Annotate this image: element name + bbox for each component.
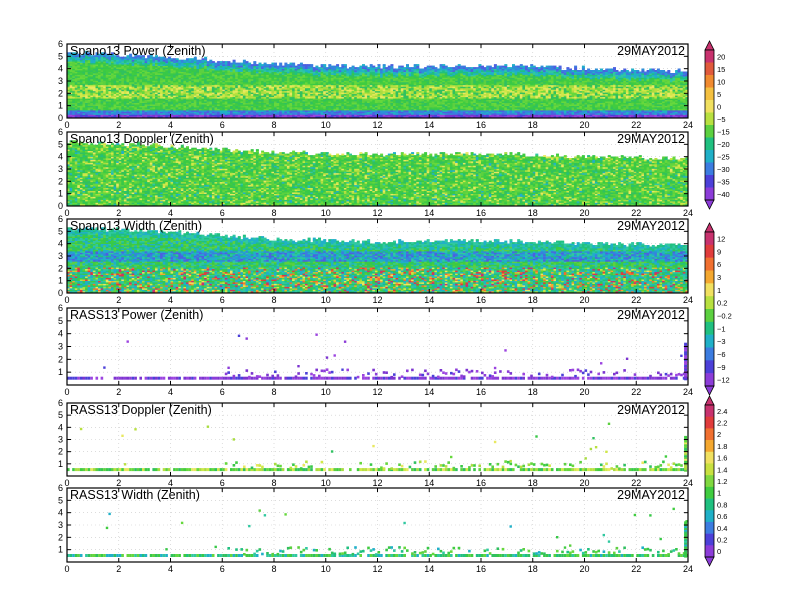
heatmap-cell [202, 58, 205, 60]
heatmap-cell [253, 61, 256, 63]
heatmap-cell [292, 63, 295, 65]
heatmap-cell [354, 67, 357, 69]
heatmap-cell [305, 64, 308, 66]
heatmap-cell [362, 64, 365, 66]
heatmap-cell [277, 66, 280, 68]
heatmap-cell [393, 69, 396, 71]
heatmap-cell [290, 63, 293, 65]
heatmap-cell [287, 64, 290, 66]
heatmap-cell [372, 66, 375, 68]
heatmap-cell [383, 64, 386, 66]
heatmap-cell [145, 58, 148, 60]
heatmap-cell [212, 61, 215, 63]
heatmap-cell [264, 63, 267, 65]
heatmap-cell [315, 66, 318, 68]
heatmap-cell [227, 61, 230, 63]
heatmap-cell [181, 60, 184, 62]
heatmap-cell [331, 66, 334, 68]
heatmap-cell [217, 61, 220, 63]
heatmap-cell [297, 64, 300, 66]
heatmap-cell [300, 63, 303, 65]
heatmap-cell [370, 64, 373, 66]
heatmap-cell [269, 64, 272, 66]
heatmap-cell [243, 60, 246, 62]
heatmap-cell [176, 58, 179, 60]
heatmap-cell [339, 67, 342, 69]
heatmap-cell [378, 64, 381, 66]
heatmap-cell [313, 67, 316, 69]
heatmap-cell [375, 67, 378, 69]
heatmap-cell [349, 67, 352, 69]
heatmap-cell [259, 63, 262, 65]
heatmap-cell [318, 67, 321, 69]
heatmap-cell [165, 58, 168, 60]
heatmap-cell [266, 64, 269, 66]
heatmap-cell [183, 60, 186, 62]
heatmap-cell [235, 63, 238, 65]
heatmap-cell [344, 64, 347, 66]
heatmap-cell [352, 66, 355, 68]
heatmap-cell [282, 66, 285, 68]
heatmap-cell [359, 66, 362, 68]
heatmap-cell [186, 58, 189, 60]
heatmap-cell [321, 64, 324, 66]
heatmap-cell [279, 63, 282, 65]
heatmap-cell [215, 63, 218, 65]
heatmap-cell [328, 64, 331, 66]
heatmap-cell [230, 63, 233, 65]
heatmap-cell [388, 66, 391, 68]
heatmap-cell [191, 58, 194, 60]
heatmap-cell [251, 64, 254, 66]
heatmap-cell [346, 69, 349, 71]
heatmap-cell [196, 60, 199, 62]
heatmap-cell [207, 61, 210, 63]
heatmap-cell [209, 60, 212, 62]
heatmap-cell [171, 58, 174, 60]
heatmap-cell [398, 66, 401, 68]
heatmap-cell [274, 63, 277, 65]
heatmap-cell [271, 63, 274, 65]
heatmap-cell [367, 67, 370, 69]
heatmap-cell [310, 64, 313, 66]
heatmap-cell [334, 66, 337, 68]
heatmap-cell [189, 58, 192, 60]
heatmap-cell [246, 61, 249, 63]
heatmap-cell [308, 64, 311, 66]
heatmap-cell [295, 66, 298, 68]
heatmap-cell [220, 61, 223, 63]
heatmap-cell [396, 69, 399, 71]
heatmap-cell [390, 64, 393, 66]
heatmap-cell [173, 58, 176, 60]
heatmap-cell [336, 64, 339, 66]
heatmap-cell [357, 67, 360, 69]
heatmap-cell [248, 63, 251, 65]
heatmap-cell [233, 60, 236, 62]
heatmap-cell [380, 69, 383, 71]
heatmap-cell [256, 64, 259, 66]
heatmap-cell [225, 61, 228, 63]
heatmap-cell [238, 63, 241, 65]
heatmap-cell [323, 64, 326, 66]
heatmap-cell [341, 64, 344, 66]
